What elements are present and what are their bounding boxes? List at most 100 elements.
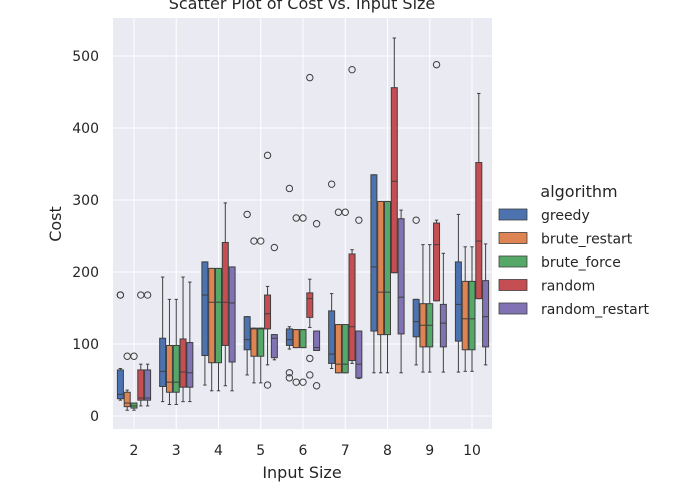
box-body [159,337,167,387]
box-body [257,327,265,357]
x-tick-label: 2 [130,443,139,459]
y-axis-label: Cost [46,206,65,242]
box-greedy-6 [285,184,294,382]
outlier-point [130,352,138,360]
box-brute_force-10 [468,246,476,372]
box-random_restart-4 [228,266,236,392]
legend-swatch [498,208,528,221]
outlier-point [341,208,349,216]
x-tick-label: 6 [299,443,308,459]
box-body [334,324,342,374]
x-axis-label: Input Size [262,463,341,482]
outlier-point [285,374,294,382]
x-tick-label: 10 [463,443,481,459]
legend-swatch [498,279,528,291]
box-brute_force-6 [299,214,307,386]
box-random_restart-9 [439,252,447,373]
box-random-10 [475,92,483,300]
box-greedy-7 [327,180,336,369]
box-body [116,369,124,400]
box-random-6 [306,73,314,379]
box-random_restart-5 [270,243,279,361]
box-body [313,330,321,351]
box-brute_restart-3 [165,298,173,405]
outlier-point [312,382,321,390]
outlier-point [116,291,125,299]
outlier-point [348,65,356,74]
box-body [328,310,336,364]
outlier-point [243,210,251,219]
legend-label: greedy [541,208,590,224]
box-random_restart-3 [186,281,194,403]
outlier-point [143,291,152,299]
box-brute_force-9 [426,244,434,373]
outlier-point [306,73,314,82]
box-random-5 [263,151,272,389]
y-tick-label: 400 [72,121,99,137]
outlier-point [432,60,441,69]
outlier-point [263,381,272,389]
box-body [461,280,469,351]
box-body [243,316,251,351]
outlier-point [270,243,279,252]
outlier-point [263,151,272,160]
x-tick-label: 3 [172,443,181,459]
outlier-point [312,220,321,228]
outlier-point [299,378,307,386]
box-random_restart-10 [482,243,490,366]
box-body [292,329,300,349]
box-body [454,261,462,342]
boxes-layer [116,37,490,411]
box-body [250,327,258,357]
outlier-point [257,237,265,245]
box-body [165,344,173,393]
x-tick-label: 7 [341,443,350,459]
x-tick-label: 9 [425,443,434,459]
box-brute_restart-8 [377,200,385,374]
box-body [172,344,180,393]
box-brute_restart-4 [208,267,216,392]
box-greedy-2 [116,291,125,401]
box-body [285,328,293,346]
box-body [355,330,363,379]
box-body [341,324,349,374]
box-random-4 [221,202,229,387]
y-tick-label: 0 [90,409,99,425]
box-brute_restart-5 [250,237,258,384]
legend-swatch [498,232,528,244]
outlier-point [285,369,294,377]
y-tick-label: 100 [72,337,99,353]
box-brute_force-3 [172,298,180,405]
box-body [384,200,391,336]
box-greedy-9 [412,216,420,366]
outlier-point [285,184,294,193]
box-body [179,338,187,388]
box-greedy-10 [454,213,462,373]
x-tick-label: 8 [383,443,392,459]
box-body [468,280,476,351]
box-body [186,342,194,388]
box-brute_force-2 [130,352,138,411]
legend-label: random_restart [541,302,649,318]
legend-label: brute_restart [541,232,633,248]
box-body [264,294,272,330]
box-body [201,261,209,357]
y-tick-label: 200 [72,265,99,281]
box-brute_restart-7 [334,208,343,374]
box-random_restart-2 [143,291,152,407]
box-body [397,218,405,335]
legend-swatch [498,302,528,315]
outlier-point [355,216,363,224]
legend-label: brute_force [541,255,621,271]
y-tick-label: 300 [72,193,99,209]
x-tick-label: 4 [214,443,223,459]
box-greedy-4 [201,261,209,386]
box-body [370,174,378,332]
box-body [228,266,236,363]
box-random_restart-8 [397,209,405,374]
box-brute_restart-9 [419,244,427,373]
legend-label: random [541,279,595,295]
x-tick-labels: 2 3 4 5 6 7 8 9 10 [130,443,481,459]
box-random-7 [348,65,356,364]
